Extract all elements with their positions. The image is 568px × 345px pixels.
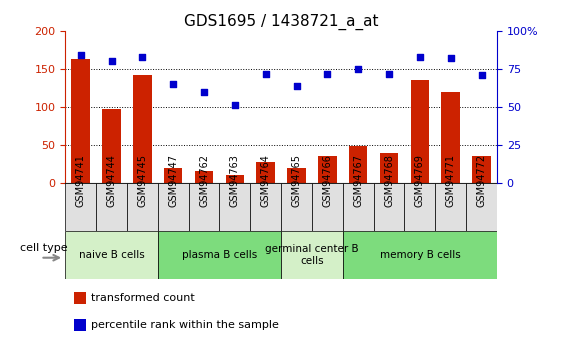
Text: GSM94763: GSM94763 bbox=[230, 154, 240, 207]
Bar bbox=[74, 292, 86, 304]
FancyBboxPatch shape bbox=[435, 183, 466, 231]
Text: GSM94765: GSM94765 bbox=[291, 154, 302, 207]
Text: GSM94769: GSM94769 bbox=[415, 154, 425, 207]
FancyBboxPatch shape bbox=[250, 183, 281, 231]
Bar bbox=[411, 80, 429, 183]
Text: GSM94771: GSM94771 bbox=[446, 154, 456, 207]
Bar bbox=[133, 75, 152, 183]
Bar bbox=[441, 92, 460, 183]
Text: memory B cells: memory B cells bbox=[379, 250, 460, 260]
Text: GSM94766: GSM94766 bbox=[323, 154, 332, 207]
Text: GSM94764: GSM94764 bbox=[261, 154, 271, 207]
Bar bbox=[102, 109, 121, 183]
Text: percentile rank within the sample: percentile rank within the sample bbox=[91, 321, 279, 330]
Bar bbox=[72, 59, 90, 183]
FancyBboxPatch shape bbox=[281, 231, 343, 279]
FancyBboxPatch shape bbox=[65, 231, 158, 279]
Bar bbox=[195, 171, 214, 183]
FancyBboxPatch shape bbox=[158, 231, 281, 279]
FancyBboxPatch shape bbox=[343, 231, 497, 279]
Point bbox=[385, 71, 394, 76]
Bar bbox=[225, 175, 244, 183]
Text: GSM94768: GSM94768 bbox=[384, 154, 394, 207]
Title: GDS1695 / 1438721_a_at: GDS1695 / 1438721_a_at bbox=[184, 13, 378, 30]
Text: cell type: cell type bbox=[19, 243, 67, 253]
Point bbox=[292, 83, 301, 88]
FancyBboxPatch shape bbox=[466, 183, 497, 231]
FancyBboxPatch shape bbox=[404, 183, 435, 231]
Text: GSM94745: GSM94745 bbox=[137, 154, 148, 207]
Point bbox=[138, 54, 147, 60]
Point bbox=[354, 66, 363, 72]
Text: GSM94747: GSM94747 bbox=[168, 154, 178, 207]
Text: GSM94772: GSM94772 bbox=[477, 154, 487, 207]
FancyBboxPatch shape bbox=[343, 183, 374, 231]
Bar bbox=[380, 153, 398, 183]
FancyBboxPatch shape bbox=[158, 183, 189, 231]
FancyBboxPatch shape bbox=[374, 183, 404, 231]
FancyBboxPatch shape bbox=[65, 183, 96, 231]
Point bbox=[107, 59, 116, 64]
FancyBboxPatch shape bbox=[189, 183, 219, 231]
Bar bbox=[349, 146, 367, 183]
Bar bbox=[257, 162, 275, 183]
Point bbox=[477, 72, 486, 78]
Text: GSM94744: GSM94744 bbox=[107, 154, 116, 207]
Text: GSM94762: GSM94762 bbox=[199, 154, 209, 207]
Point bbox=[169, 81, 178, 87]
Bar bbox=[318, 156, 337, 183]
Point bbox=[231, 103, 240, 108]
Bar bbox=[473, 156, 491, 183]
FancyBboxPatch shape bbox=[219, 183, 250, 231]
Text: GSM94741: GSM94741 bbox=[76, 154, 86, 207]
Bar bbox=[164, 168, 182, 183]
Point bbox=[76, 52, 85, 58]
FancyBboxPatch shape bbox=[96, 183, 127, 231]
Text: GSM94767: GSM94767 bbox=[353, 154, 364, 207]
Point bbox=[199, 89, 208, 95]
Point bbox=[446, 56, 456, 61]
Text: naive B cells: naive B cells bbox=[79, 250, 144, 260]
FancyBboxPatch shape bbox=[281, 183, 312, 231]
Text: transformed count: transformed count bbox=[91, 293, 195, 303]
Point bbox=[261, 71, 270, 76]
Point bbox=[323, 71, 332, 76]
Bar bbox=[74, 319, 86, 331]
FancyBboxPatch shape bbox=[312, 183, 343, 231]
Text: plasma B cells: plasma B cells bbox=[182, 250, 257, 260]
Text: germinal center B
cells: germinal center B cells bbox=[265, 245, 359, 266]
Point bbox=[415, 54, 424, 60]
FancyBboxPatch shape bbox=[127, 183, 158, 231]
Bar bbox=[287, 168, 306, 183]
